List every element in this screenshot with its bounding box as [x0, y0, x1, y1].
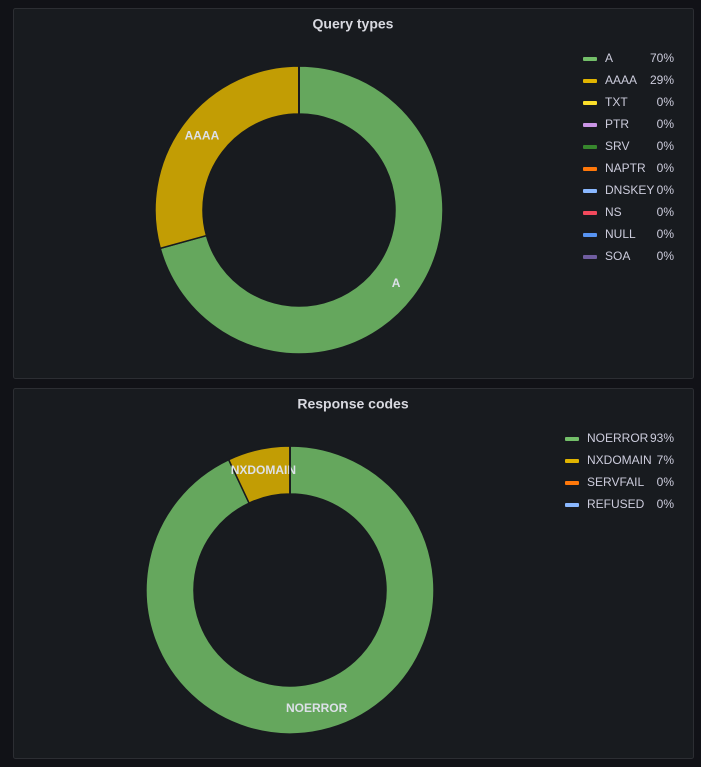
legend-label: REFUSED — [587, 497, 645, 511]
legend-value: 0% — [657, 117, 675, 131]
legend-value: 0% — [657, 497, 675, 511]
legend-label: NOERROR — [587, 431, 649, 445]
legend-swatch — [565, 459, 579, 463]
legend-swatch — [583, 79, 597, 83]
legend-swatch — [565, 503, 579, 507]
legend-label: A — [605, 51, 613, 65]
legend-label: NAPTR — [605, 161, 646, 175]
legend-value: 0% — [657, 249, 675, 263]
legend-swatch — [583, 145, 597, 149]
slice-label: AAAA — [185, 128, 220, 142]
pie-slice — [145, 445, 435, 735]
legend-label: TXT — [605, 95, 628, 109]
legend-value: 29% — [650, 73, 674, 87]
slice-label: NXDOMAIN — [231, 463, 296, 477]
legend-value: 7% — [657, 453, 675, 467]
legend-label: PTR — [605, 117, 629, 131]
legend-swatch — [565, 481, 579, 485]
legend-label: DNSKEY — [605, 183, 654, 197]
panel: Query types A A 70% AAAA AAAA 29% TXT 0% PTR 0% SRV… — [13, 8, 694, 379]
legend-value: 0% — [657, 95, 675, 109]
legend-swatch — [565, 437, 579, 441]
slice-label: NOERROR — [286, 701, 348, 715]
pie-slice — [159, 65, 444, 355]
panel-title: Response codes — [297, 396, 408, 412]
legend-swatch — [583, 123, 597, 127]
legend-value: 0% — [657, 183, 675, 197]
legend-swatch — [583, 233, 597, 237]
legend-label: NXDOMAIN — [587, 453, 652, 467]
slice-label: A — [392, 276, 401, 290]
legend-value: 0% — [657, 227, 675, 241]
legend-value: 0% — [657, 475, 675, 489]
legend-value: 70% — [650, 51, 674, 65]
panel-title: Query types — [313, 16, 394, 32]
legend-label: AAAA — [605, 73, 637, 87]
legend-value: 0% — [657, 161, 675, 175]
legend-value: 93% — [650, 431, 674, 445]
legend-swatch — [583, 57, 597, 61]
legend-swatch — [583, 189, 597, 193]
legend-swatch — [583, 101, 597, 105]
legend-label: NULL — [605, 227, 636, 241]
pie-slice — [154, 65, 300, 250]
legend-label: SERVFAIL — [587, 475, 644, 489]
legend-label: SOA — [605, 249, 630, 263]
legend-label: NS — [605, 205, 622, 219]
legend-swatch — [583, 255, 597, 259]
legend-swatch — [583, 167, 597, 171]
legend-value: 0% — [657, 205, 675, 219]
legend-swatch — [583, 211, 597, 215]
legend-value: 0% — [657, 139, 675, 153]
legend-label: SRV — [605, 139, 629, 153]
